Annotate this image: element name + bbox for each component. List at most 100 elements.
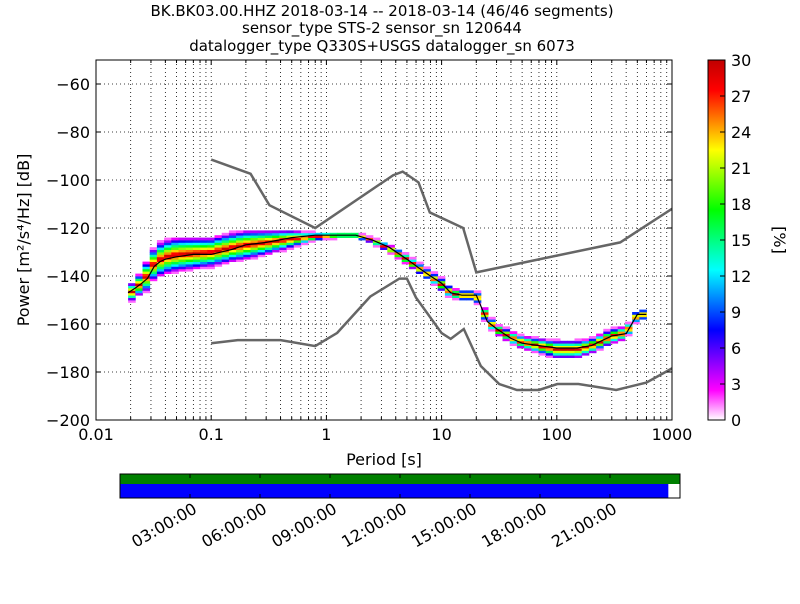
heatmap-cell: [552, 340, 561, 344]
x-tick-label: 1: [321, 425, 331, 444]
heatmap-cell: [344, 232, 352, 236]
heatmap-cell: [480, 312, 489, 315]
heatmap-cell: [264, 244, 273, 248]
heatmap-cell: [308, 237, 316, 241]
heatmap-cell: [452, 297, 460, 301]
chart-title-line-1: BK.BK03.00.HHZ 2018-03-14 -- 2018-03-14 …: [150, 2, 613, 20]
heatmap-cell: [142, 261, 151, 265]
colorbar-tick-label: 21: [731, 159, 751, 178]
heatmap-cell: [178, 268, 187, 272]
heatmap-cell: [214, 249, 223, 253]
heatmap-cell: [185, 254, 194, 258]
heatmap-cell: [466, 290, 475, 294]
heatmap-cell: [322, 237, 331, 241]
heatmap-cell: [531, 345, 539, 349]
heatmap-cell: [236, 247, 244, 250]
ppsd-plot-area: 0.01 0.1 1 10 100 1000 −60 −80 −100 −120 −140 −160…: [46, 59, 693, 444]
heatmap-cell: [545, 338, 554, 342]
heatmap-cell: [567, 340, 575, 344]
heatmap-cell: [524, 336, 532, 339]
heatmap-cell: [221, 261, 230, 265]
heatmap-cell: [610, 328, 619, 332]
colorbar: 0 3 6 9 12 15 18 21 24 27 30 [%]: [707, 51, 789, 430]
heatmap-cell: [264, 242, 273, 246]
heatmap-cell: [185, 247, 194, 250]
heatmap-cell: [444, 285, 453, 289]
heatmap-cell: [567, 343, 575, 346]
heatmap-cell: [452, 288, 460, 291]
heatmap-cell: [228, 230, 237, 234]
heatmap-cell: [480, 307, 489, 310]
heatmap-cell: [207, 247, 215, 250]
heatmap-cell: [300, 242, 309, 246]
heatmap-cell: [128, 283, 136, 286]
heatmap-cell: [617, 338, 626, 342]
heatmap-cell: [459, 292, 467, 296]
heatmap-cell: [142, 288, 151, 291]
heatmap-cell: [408, 259, 417, 262]
heatmap-cell: [228, 252, 237, 255]
heatmap-cell: [437, 280, 446, 284]
heatmap-cell: [156, 247, 165, 250]
heatmap-cell: [192, 264, 201, 267]
heatmap-cell: [272, 237, 280, 241]
heatmap-cell: [214, 247, 223, 250]
heatmap-cell: [322, 232, 331, 236]
x-tick-label: 100: [542, 425, 573, 444]
heatmap-cell: [149, 271, 158, 274]
heatmap-cell: [293, 237, 302, 241]
heatmap-cell: [581, 352, 590, 356]
heatmap-cell: [228, 240, 237, 243]
heatmap-cell: [128, 292, 136, 296]
heatmap-cell: [142, 273, 151, 277]
heatmap-cell: [250, 232, 259, 236]
heatmap-cell: [164, 259, 172, 262]
heatmap-cell: [329, 235, 338, 238]
heatmap-cell: [394, 254, 403, 258]
x-tick-label: 1000: [652, 425, 693, 444]
heatmap-cell: [192, 249, 201, 253]
heatmap-cell: [560, 343, 568, 346]
heatmap-cell: [214, 237, 223, 241]
heatmap-cell: [574, 352, 583, 356]
heatmap-cell: [164, 244, 172, 248]
heatmap-cell: [603, 331, 611, 334]
heatmap-cell: [243, 237, 251, 241]
heatmap-cell: [257, 230, 266, 234]
heatmap-cell: [574, 350, 583, 354]
heatmap-cell: [488, 321, 496, 325]
heatmap-cell: [264, 237, 273, 241]
heatmap-cell: [336, 232, 345, 236]
heatmap-cell: [207, 264, 215, 267]
heatmap-cell: [624, 331, 633, 334]
heatmap-cell: [178, 266, 187, 270]
heatmap-cell: [286, 247, 295, 250]
heatmap-cell: [264, 252, 273, 255]
heatmap-cell: [538, 350, 547, 354]
heatmap-cell: [200, 266, 208, 270]
heatmap-cell: [135, 285, 143, 289]
heatmap-cell: [164, 242, 172, 246]
heatmap-cell: [567, 350, 575, 354]
heatmap-cell: [423, 276, 431, 279]
heatmap-cell: [128, 290, 136, 294]
heatmap-cell: [200, 252, 208, 255]
heatmap-cell: [380, 244, 388, 248]
heatmap-cell: [574, 338, 583, 342]
heatmap-cell: [581, 350, 590, 354]
heatmap-cell: [243, 232, 251, 236]
heatmap-cell: [632, 321, 640, 325]
heatmap-cell: [178, 252, 187, 255]
heatmap-cell: [135, 276, 143, 279]
heatmap-cell: [293, 230, 302, 234]
heatmap-cell: [596, 348, 604, 351]
heatmap-cell: [207, 254, 215, 258]
heatmap-cell: [524, 340, 532, 344]
heatmap-cell: [192, 244, 201, 248]
heatmap-cell: [156, 261, 165, 265]
heatmap-cell: [236, 242, 244, 246]
heatmap-cell: [596, 338, 604, 342]
heatmap-cell: [200, 237, 208, 241]
heatmap-cell: [509, 340, 518, 344]
heatmap-cell: [588, 345, 597, 349]
